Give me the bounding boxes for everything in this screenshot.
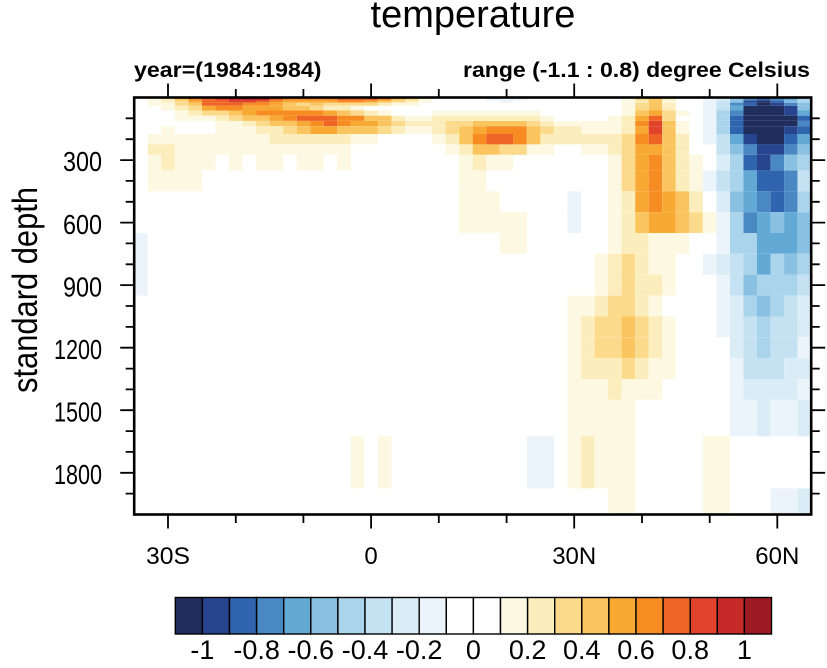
svg-text:0: 0 — [466, 635, 481, 663]
svg-text:temperature: temperature — [371, 0, 576, 36]
svg-text:600: 600 — [63, 209, 102, 240]
svg-text:1800: 1800 — [54, 459, 102, 490]
svg-text:1200: 1200 — [54, 334, 102, 365]
svg-text:-0.4: -0.4 — [342, 635, 389, 663]
svg-text:-0.2: -0.2 — [396, 635, 443, 663]
svg-text:standard depth: standard depth — [6, 187, 45, 393]
svg-text:0.4: 0.4 — [563, 635, 601, 663]
svg-text:0.2: 0.2 — [509, 635, 547, 663]
svg-text:60N: 60N — [755, 543, 799, 570]
svg-text:1: 1 — [737, 635, 752, 663]
svg-text:30S: 30S — [146, 543, 190, 570]
svg-text:0.6: 0.6 — [617, 635, 655, 663]
svg-text:-1: -1 — [190, 635, 214, 663]
svg-text:300: 300 — [63, 146, 102, 177]
svg-text:range (-1.1 : 0.8) degree Cels: range (-1.1 : 0.8) degree Celsius — [463, 59, 810, 82]
svg-text:-0.6: -0.6 — [288, 635, 335, 663]
svg-text:1500: 1500 — [54, 396, 102, 427]
svg-text:0.8: 0.8 — [671, 635, 709, 663]
svg-text:year=(1984:1984): year=(1984:1984) — [134, 59, 322, 82]
svg-text:0: 0 — [364, 543, 377, 570]
svg-text:30N: 30N — [552, 543, 596, 570]
svg-text:-0.8: -0.8 — [233, 635, 280, 663]
svg-text:900: 900 — [63, 271, 102, 302]
